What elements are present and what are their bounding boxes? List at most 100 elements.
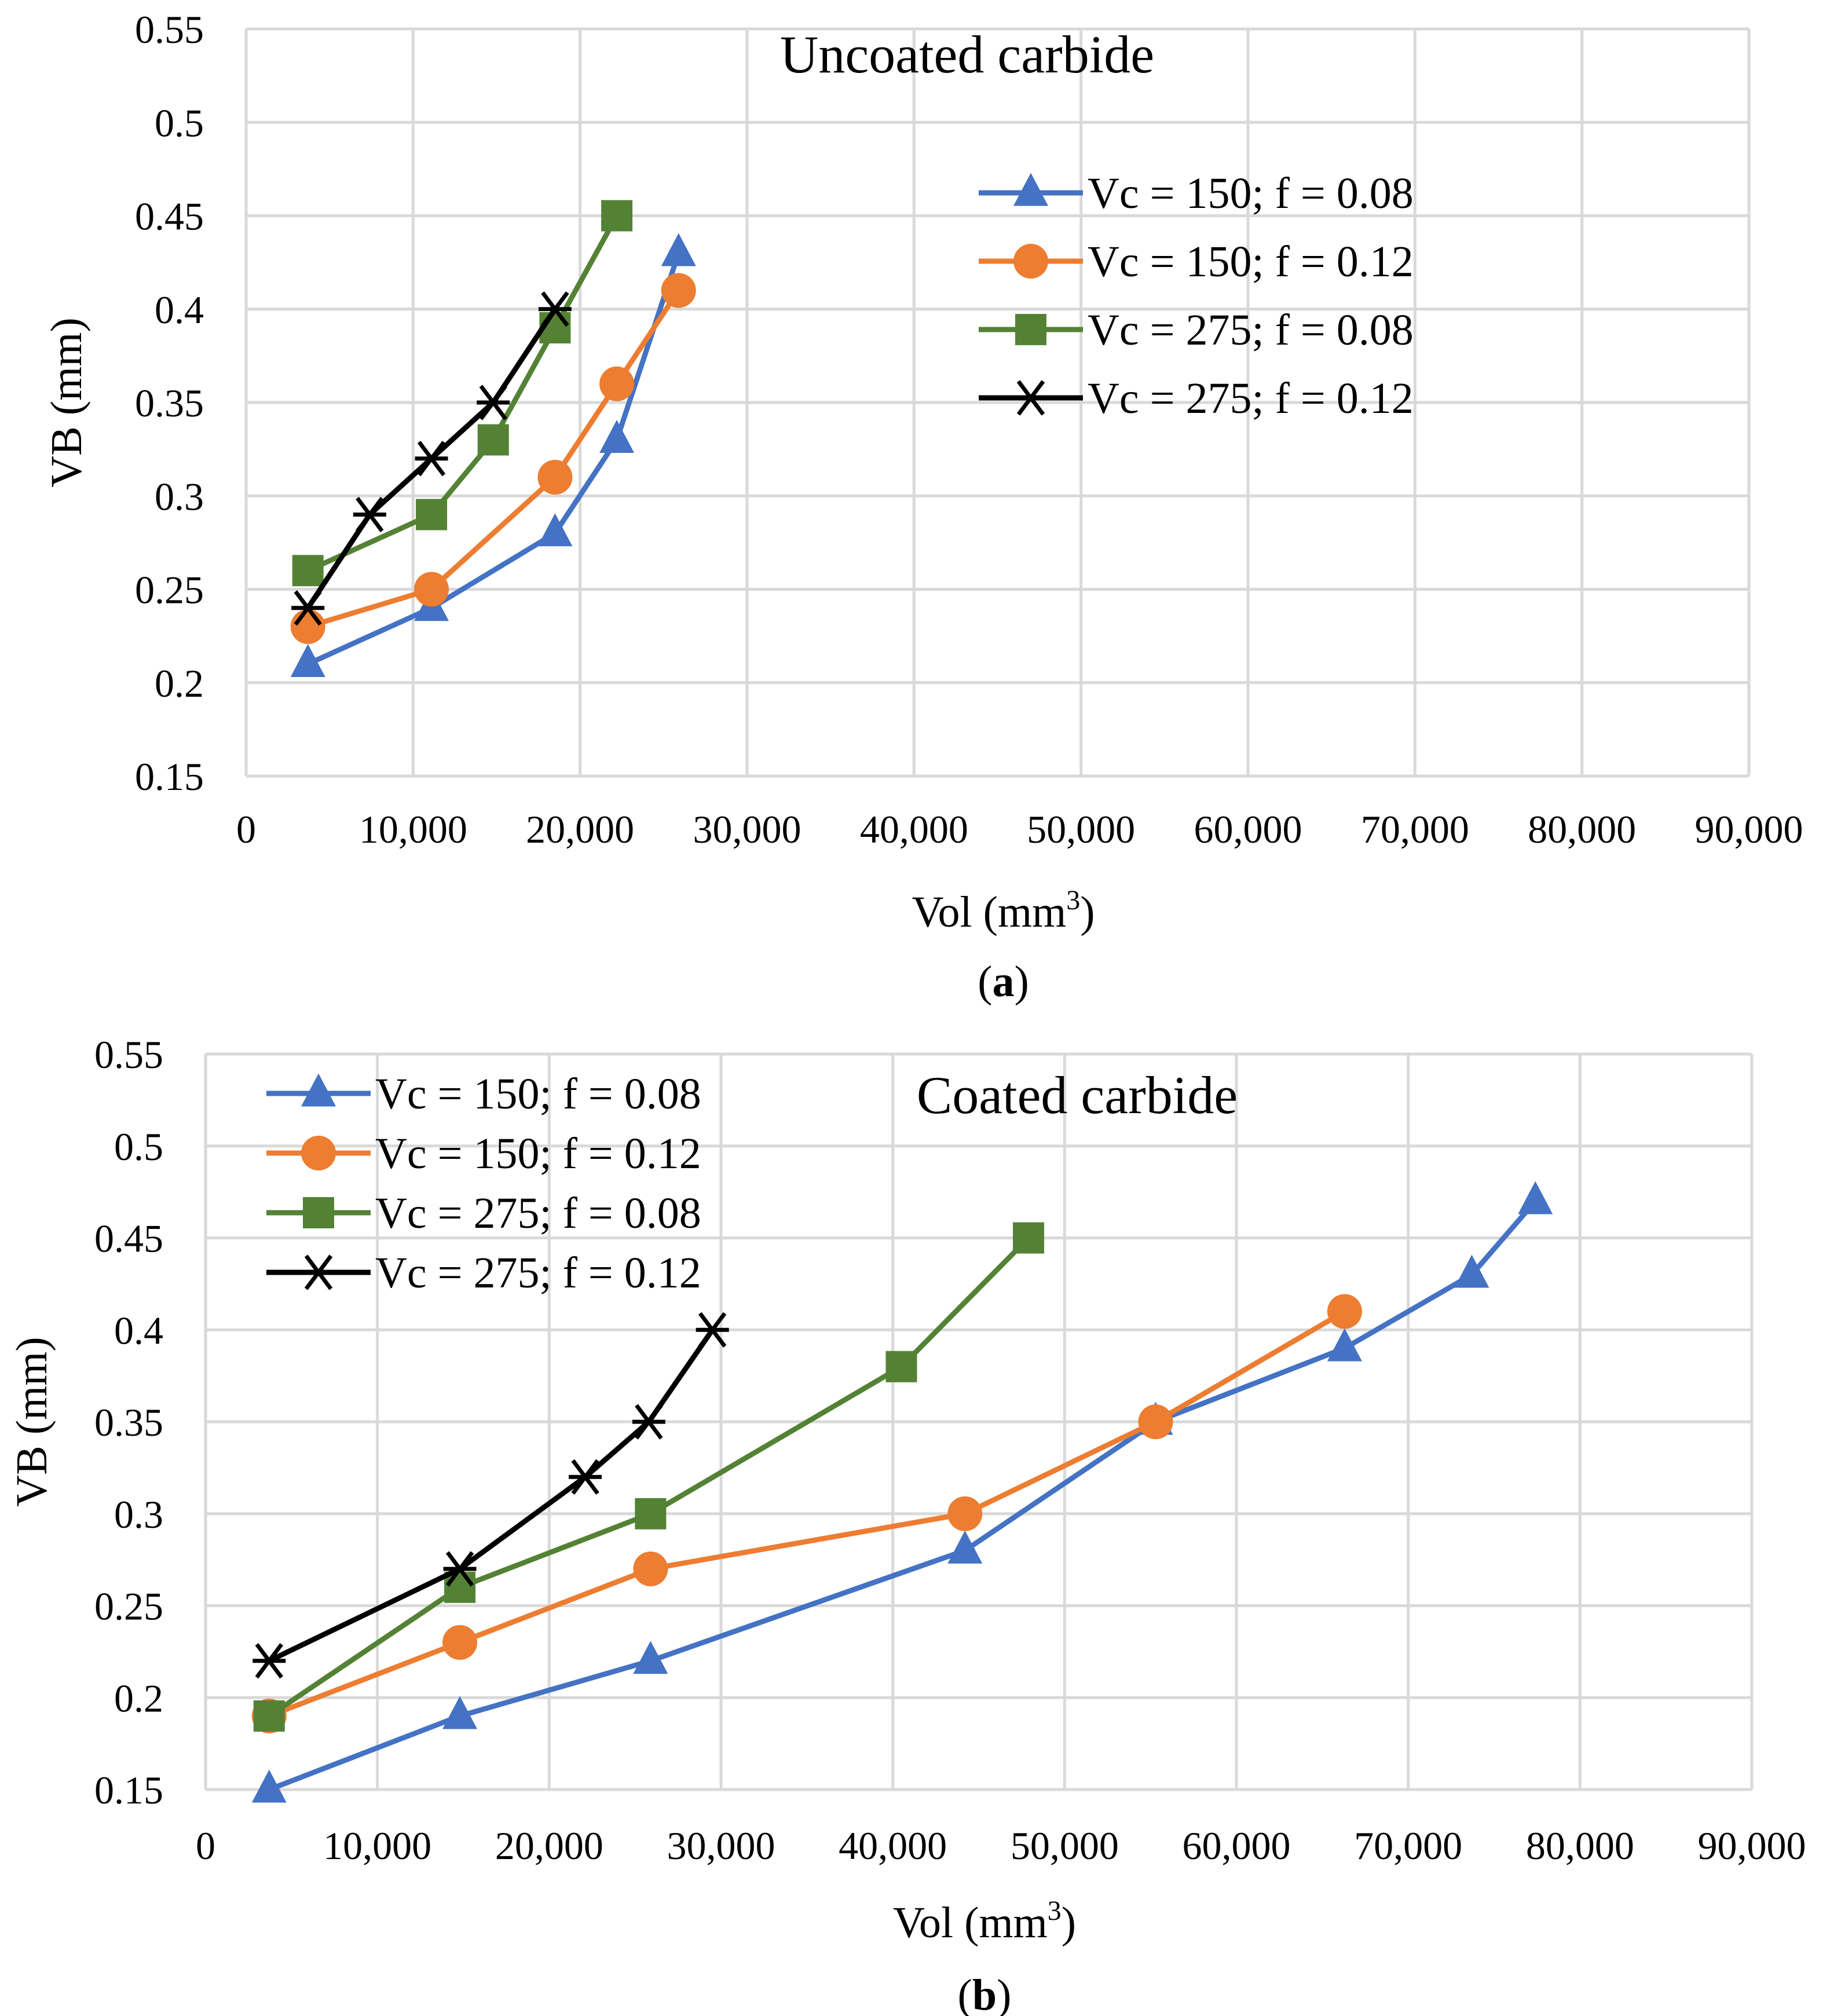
legend: Vc = 150; f = 0.08 Vc = 150; f = 0.12 Vc =…: [266, 1070, 701, 1297]
x-tick-label: 60,000: [1183, 1824, 1291, 1868]
data-point: [477, 424, 509, 456]
y-tick-label: 0.15: [94, 1768, 163, 1812]
y-tick-label: 0.3: [155, 474, 204, 518]
caption-open: (: [958, 1971, 972, 2016]
x-tick-label: 70,000: [1354, 1824, 1462, 1868]
legend-marker: [301, 1136, 336, 1170]
data-point: [537, 460, 573, 495]
series-line: [307, 289, 681, 630]
x-tick-label: 50,000: [1011, 1824, 1119, 1868]
series-4: [252, 1312, 729, 1679]
panel-caption: (b): [958, 1971, 1012, 2016]
caption-letter: b: [972, 1971, 997, 2016]
x-axis-title-end: ): [1080, 888, 1095, 936]
legend-item: Vc = 275; f = 0.12: [979, 374, 1414, 423]
x-axis-title-text: Vol (mm: [893, 1898, 1048, 1947]
legend-label: Vc = 150; f = 0.08: [375, 1070, 701, 1118]
x-axis-title-end: ): [1062, 1898, 1076, 1947]
gridlines: [244, 27, 1751, 778]
data-point: [477, 385, 510, 420]
legend-marker: [1015, 314, 1046, 345]
legend-item: Vc = 275; f = 0.08: [979, 306, 1414, 354]
series-2: [290, 273, 696, 644]
x-tick-label: 60,000: [1194, 807, 1302, 851]
data-point: [633, 1552, 668, 1586]
data-point: [1138, 1404, 1173, 1439]
legend-label: Vc = 275; f = 0.08: [375, 1189, 701, 1238]
y-tick-label: 0.3: [114, 1492, 163, 1536]
y-tick-label: 0.15: [135, 755, 204, 799]
legend-item: Vc = 275; f = 0.12: [266, 1249, 701, 1297]
panel-caption: (a): [978, 957, 1029, 1006]
legend-item: Vc = 150; f = 0.08: [266, 1070, 701, 1118]
y-tick-label: 0.25: [135, 568, 204, 612]
x-tick-label: 10,000: [359, 807, 467, 851]
legend-item: Vc = 150; f = 0.12: [979, 237, 1414, 286]
y-tick-label: 0.4: [155, 288, 204, 332]
data-point: [599, 366, 635, 401]
caption-close: ): [1015, 957, 1029, 1006]
x-tick-label: 40,000: [860, 807, 968, 851]
data-point: [353, 496, 386, 533]
series-line: [306, 252, 682, 667]
legend: Vc = 150; f = 0.08 Vc = 150; f = 0.12 Vc =…: [979, 169, 1414, 423]
data-point: [538, 291, 572, 327]
legend-label: Vc = 275; f = 0.12: [1088, 374, 1414, 423]
legend-label: Vc = 275; f = 0.12: [375, 1249, 701, 1297]
data-point: [251, 1769, 287, 1803]
data-point: [443, 1551, 477, 1587]
series-line: [306, 214, 620, 573]
x-axis-title: Vol (mm3): [912, 885, 1095, 936]
data-point: [632, 1404, 665, 1440]
x-tick-label: 40,000: [839, 1824, 947, 1868]
series-line: [268, 1309, 1346, 1719]
data-point: [252, 1643, 286, 1679]
data-point: [885, 1351, 917, 1382]
x-axis-title: Vol (mm3): [893, 1896, 1076, 1947]
data-point: [661, 273, 696, 308]
data-point: [442, 1625, 478, 1660]
data-point: [601, 200, 633, 232]
data-point: [947, 1496, 983, 1531]
legend-label: Vc = 275; f = 0.08: [1088, 306, 1414, 354]
data-point: [290, 609, 325, 644]
series-line: [268, 1328, 715, 1663]
legend-label: Vc = 150; f = 0.12: [375, 1129, 701, 1178]
legend-item: Vc = 150; f = 0.08: [979, 169, 1414, 218]
chart-title: Coated carbide: [917, 1066, 1238, 1125]
legend-marker: [1014, 380, 1048, 416]
y-tick-label: 0.45: [94, 1217, 163, 1261]
legend-item: Vc = 150; f = 0.12: [266, 1129, 701, 1178]
y-tick-label: 0.45: [135, 195, 204, 239]
y-tick-label: 0.25: [94, 1585, 163, 1629]
legend-marker: [301, 1073, 336, 1107]
y-axis-title: VB (mm): [42, 317, 91, 487]
x-tick-label: 0: [196, 1824, 215, 1868]
y-axis-title: VB (mm): [8, 1337, 56, 1506]
y-tick-label: 0.2: [155, 661, 204, 705]
data-point: [1327, 1328, 1362, 1362]
y-tick-label: 0.35: [135, 381, 204, 425]
x-tick-label: 70,000: [1361, 807, 1469, 851]
data-point: [290, 644, 325, 677]
data-point: [1454, 1254, 1489, 1288]
x-tick-label: 80,000: [1526, 1824, 1634, 1868]
legend-marker: [303, 1197, 334, 1228]
data-point: [291, 590, 325, 626]
x-axis-title-superscript: 3: [1048, 1896, 1062, 1926]
data-point: [696, 1312, 729, 1348]
data-point: [415, 441, 448, 477]
data-point: [947, 1530, 983, 1564]
chart-uncoated-carbide: 0.15 0.2 0.25 0.3 0.35 0.4 0.45 0.5 0.55 0 10,000 2…: [42, 8, 1803, 1006]
data-point: [537, 513, 573, 547]
legend-marker: [1013, 173, 1048, 206]
data-point: [253, 1700, 285, 1732]
data-point: [442, 1696, 478, 1729]
x-tick-label: 10,000: [323, 1824, 431, 1868]
y-tick-label: 0.55: [135, 8, 204, 52]
x-tick-label: 90,000: [1698, 1824, 1806, 1868]
data-point: [569, 1459, 602, 1495]
x-tick-label: 30,000: [693, 807, 801, 851]
legend-marker: [1013, 244, 1048, 279]
